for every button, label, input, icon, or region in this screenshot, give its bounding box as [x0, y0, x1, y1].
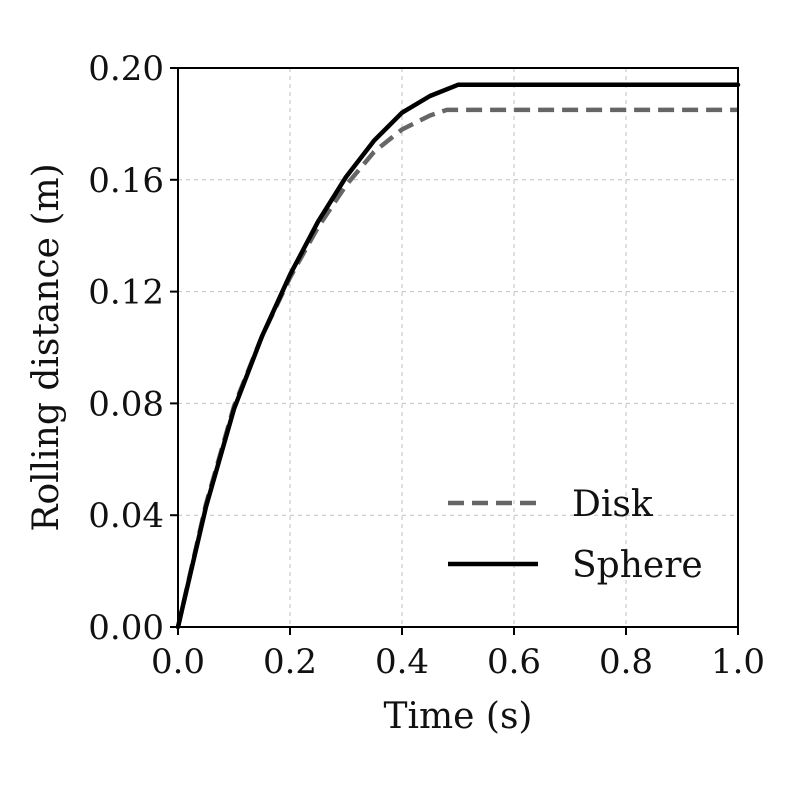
- y-tick-label: 0.08: [88, 384, 164, 424]
- x-axis-label: Time (s): [384, 696, 533, 737]
- y-tick-label: 0.16: [88, 161, 164, 201]
- y-tick-label: 0.04: [88, 496, 164, 536]
- y-axis-label: Rolling distance (m): [26, 163, 67, 531]
- plot-frame: [177, 67, 739, 628]
- x-tick-label: 0.8: [599, 642, 653, 682]
- y-tick-label: 0.00: [88, 608, 164, 648]
- legend-label-sphere: Sphere: [572, 545, 703, 586]
- x-tick-label: 0.6: [487, 642, 541, 682]
- x-tick-label: 0.2: [263, 642, 317, 682]
- legend: Disk Sphere: [448, 484, 703, 586]
- legend-label-disk: Disk: [572, 484, 654, 525]
- x-tick-label: 0.0: [151, 642, 205, 682]
- axis-ticks: 0.0 0.2 0.4 0.6 0.8 1.0 0.00 0.04 0.08 0.12 0.16 0.…: [88, 49, 765, 682]
- y-tick-label: 0.12: [88, 273, 164, 313]
- x-tick-label: 0.4: [375, 642, 429, 682]
- x-tick-label: 1.0: [711, 642, 765, 682]
- y-tick-label: 0.20: [88, 49, 164, 89]
- grid: [178, 68, 738, 627]
- series-lines: [175, 82, 741, 630]
- series-line-sphere: [175, 82, 741, 630]
